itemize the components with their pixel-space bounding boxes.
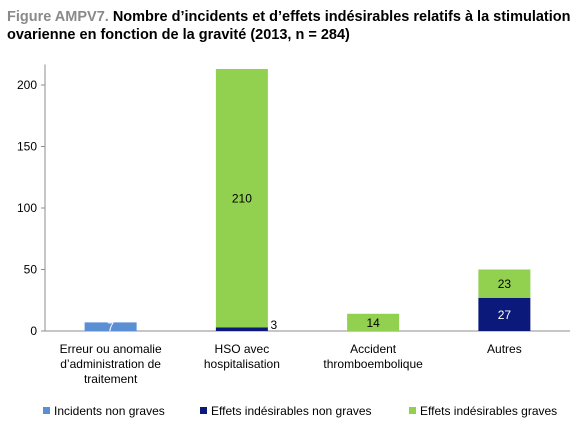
y-tick-label: 200 bbox=[17, 78, 37, 92]
y-tick-label: 100 bbox=[17, 201, 37, 215]
legend-label: Incidents non graves bbox=[54, 404, 165, 418]
data-label: 14 bbox=[366, 316, 380, 330]
bar-segment bbox=[215, 69, 268, 328]
bar-segment bbox=[84, 322, 137, 331]
bar-segment bbox=[478, 297, 531, 331]
y-tick-label: 0 bbox=[30, 324, 37, 338]
x-tick-label: d’administration de bbox=[60, 357, 161, 371]
x-tick-label: Erreur ou anomalie bbox=[60, 342, 162, 356]
x-tick-label: Autres bbox=[487, 342, 522, 356]
x-tick-label: traitement bbox=[84, 372, 138, 386]
data-label: 7 bbox=[107, 320, 114, 334]
x-tick-label: Accident bbox=[350, 342, 397, 356]
figure-label: Figure AMPV7. bbox=[7, 9, 109, 25]
y-tick-label: 150 bbox=[17, 140, 37, 154]
legend-label: Effets indésirables non graves bbox=[211, 404, 372, 418]
chart-title-text: Nombre d’incidents et d’effets indésirab… bbox=[7, 9, 571, 43]
y-tick-label: 50 bbox=[24, 263, 38, 277]
bar-segment bbox=[478, 269, 531, 298]
x-tick-label: hospitalisation bbox=[204, 357, 280, 371]
chart-title: Figure AMPV7. Nombre d’incidents et d’ef… bbox=[7, 8, 579, 44]
legend-swatch bbox=[200, 407, 207, 414]
legend-swatch bbox=[43, 407, 50, 414]
data-label: 3 bbox=[271, 318, 278, 332]
legend-swatch bbox=[409, 407, 416, 414]
data-label: 27 bbox=[498, 308, 512, 322]
legend-label: Effets indésirables graves bbox=[420, 404, 557, 418]
bar-segment bbox=[347, 313, 400, 331]
data-label: 210 bbox=[232, 192, 252, 206]
x-tick-label: HSO avec bbox=[215, 342, 270, 356]
bar-segment bbox=[215, 327, 268, 331]
data-label: 23 bbox=[498, 277, 512, 291]
x-tick-label: thromboembolique bbox=[323, 357, 423, 371]
